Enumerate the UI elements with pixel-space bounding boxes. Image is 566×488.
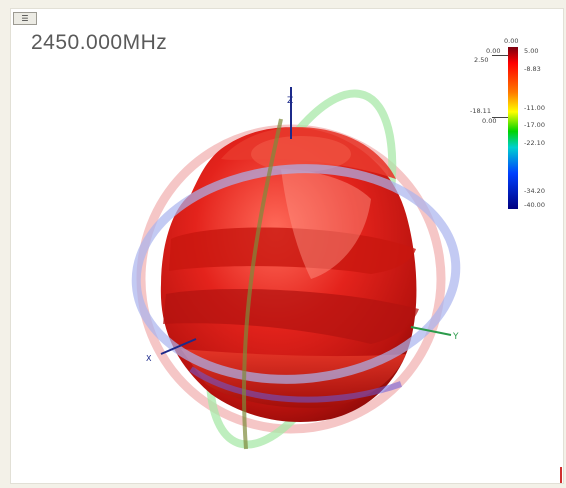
y-axis [410, 326, 452, 336]
colorbar-left-label: 0.00 [486, 47, 501, 55]
frequency-label: 2450.000MHz [31, 31, 168, 54]
colorbar-left-label: 0.00 [482, 117, 497, 125]
menu-button[interactable]: ☰ [13, 12, 37, 25]
colorbar-right-label: -17.00 [524, 121, 545, 129]
colorbar-gradient [508, 47, 518, 209]
colorbar-right-label: -8.83 [524, 65, 541, 73]
viewer-panel: Z Y X ☰ 2450.000MHz 0.00 0.00 2.50 -18.1… [10, 8, 564, 484]
colorbar-right-label: 5.00 [524, 47, 539, 55]
x-axis-label: X [146, 354, 152, 363]
color-legend: 0.00 0.00 2.50 -18.11 0.00 5.00 -8.83 -1… [466, 37, 561, 237]
x-axis [160, 338, 197, 355]
colorbar-right-label: -40.00 [524, 201, 545, 209]
y-axis-label: Y [452, 332, 459, 342]
z-axis-label: Z [287, 96, 293, 106]
colorbar-right-label: -34.20 [524, 187, 545, 195]
equator-ring-front [189, 366, 403, 403]
edge-marker [560, 467, 562, 483]
colorbar-marker [492, 117, 510, 118]
colorbar-right-label: -11.00 [524, 104, 545, 112]
meridian-line [242, 118, 283, 450]
colorbar-left-label: -18.11 [470, 107, 491, 115]
radiation-pattern-3d[interactable]: Z Y X [11, 9, 563, 483]
colorbar-left-label: 2.50 [474, 56, 489, 64]
colorbar-right-label: -22.10 [524, 139, 545, 147]
colorbar-marker [492, 55, 510, 56]
equator-ring-blue [131, 164, 461, 384]
colorbar-top-label: 0.00 [504, 37, 519, 45]
